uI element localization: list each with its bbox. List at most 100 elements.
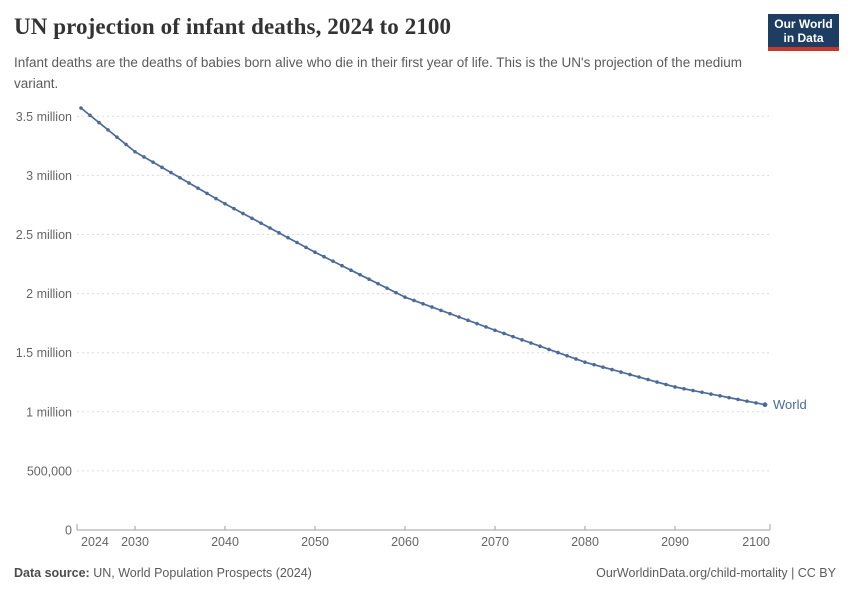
y-axis-tick-label: 3 million [26,169,72,183]
data-point[interactable] [502,331,506,336]
data-point[interactable] [169,170,173,175]
data-point[interactable] [313,250,317,255]
data-point[interactable] [727,395,731,400]
data-point[interactable] [394,290,398,295]
data-point[interactable] [277,231,281,235]
data-point[interactable] [538,344,542,348]
x-axis-tick-label: 2060 [391,535,419,549]
data-point[interactable] [322,254,326,259]
data-point[interactable] [619,370,623,374]
data-point[interactable] [205,191,209,196]
data-point[interactable] [421,301,425,306]
data-point[interactable] [709,392,713,396]
data-point[interactable] [574,357,578,361]
data-point[interactable] [241,211,245,216]
data-point[interactable] [214,196,218,201]
data-point[interactable] [592,362,596,367]
data-point[interactable] [745,399,749,403]
data-point[interactable] [754,401,758,405]
data-point[interactable] [736,397,740,402]
data-point[interactable] [196,186,200,190]
data-point[interactable] [403,295,407,299]
data-point[interactable] [529,341,533,345]
data-point[interactable] [637,375,641,379]
data-point[interactable] [430,305,434,309]
data-point[interactable] [385,286,389,290]
data-point[interactable] [439,308,443,313]
data-point[interactable] [664,382,668,387]
data-point[interactable] [610,367,614,372]
data-point[interactable] [124,142,128,147]
data-point[interactable] [556,350,560,355]
data-point[interactable] [457,315,461,319]
x-axis-tick-label: 2100 [742,535,770,549]
data-point[interactable] [412,298,416,303]
owid-logo-line1: Our World [774,17,833,31]
data-point[interactable] [268,226,272,230]
world-series-line[interactable] [80,107,766,406]
data-point[interactable] [655,380,659,384]
data-point[interactable] [691,388,695,393]
data-point[interactable] [286,235,290,240]
data-point[interactable] [601,365,605,369]
data-point[interactable] [88,113,92,118]
data-point[interactable] [304,245,308,250]
y-axis-tick-label: 1.5 million [16,346,72,360]
data-point[interactable] [115,135,119,140]
data-point[interactable] [250,216,254,221]
data-point[interactable] [583,360,587,364]
data-point[interactable] [349,268,353,272]
data-point[interactable] [565,353,569,358]
data-point[interactable] [628,372,632,377]
data-point[interactable] [475,321,479,326]
y-axis-tick-label: 0 [65,524,72,538]
data-point[interactable] [367,277,371,281]
data-point[interactable] [466,318,470,323]
data-point[interactable] [259,221,263,225]
data-point[interactable] [520,338,524,342]
data-point[interactable] [673,385,677,389]
page-title: UN projection of infant deaths, 2024 to … [14,14,452,39]
data-point[interactable] [340,263,344,268]
data-point[interactable] [331,259,335,264]
data-point[interactable] [646,377,650,382]
x-axis-tick-label: 2050 [301,535,329,549]
y-axis-tick-label: 3.5 million [16,110,72,124]
y-axis-tick-label: 500,000 [27,464,72,478]
chart-footer: Data source: UN, World Population Prospe… [14,566,836,580]
attribution-link[interactable]: OurWorldinData.org/child-mortality | CC … [596,566,836,580]
data-point[interactable] [223,201,227,206]
series-end-label[interactable]: World [773,397,807,412]
data-point[interactable] [493,328,497,333]
data-point[interactable] [718,394,722,398]
x-axis-tick-label: 2080 [571,535,599,549]
x-axis-tick-label: 2070 [481,535,509,549]
owid-logo[interactable]: Our World in Data [768,14,839,51]
x-axis-tick-label: 2090 [661,535,689,549]
data-point[interactable] [358,272,362,277]
data-point[interactable] [97,120,101,125]
data-point[interactable] [448,311,452,316]
data-point[interactable] [106,128,110,132]
data-point[interactable] [682,386,686,391]
data-point[interactable] [762,402,768,408]
data-point[interactable] [700,390,704,395]
data-point[interactable] [511,334,515,339]
y-axis-tick-label: 2.5 million [16,228,72,242]
data-point[interactable] [376,281,380,286]
data-point[interactable] [187,181,191,185]
data-point[interactable] [484,325,488,329]
owid-logo-line2: in Data [783,31,824,45]
data-point[interactable] [178,175,182,180]
data-point[interactable] [547,347,551,352]
data-point[interactable] [151,160,155,164]
data-point[interactable] [79,106,83,110]
data-point[interactable] [295,240,299,245]
data-point[interactable] [142,155,146,159]
data-point[interactable] [160,165,164,170]
y-axis-tick-label: 2 million [26,287,72,301]
data-point[interactable] [232,206,236,211]
data-point[interactable] [133,149,137,154]
